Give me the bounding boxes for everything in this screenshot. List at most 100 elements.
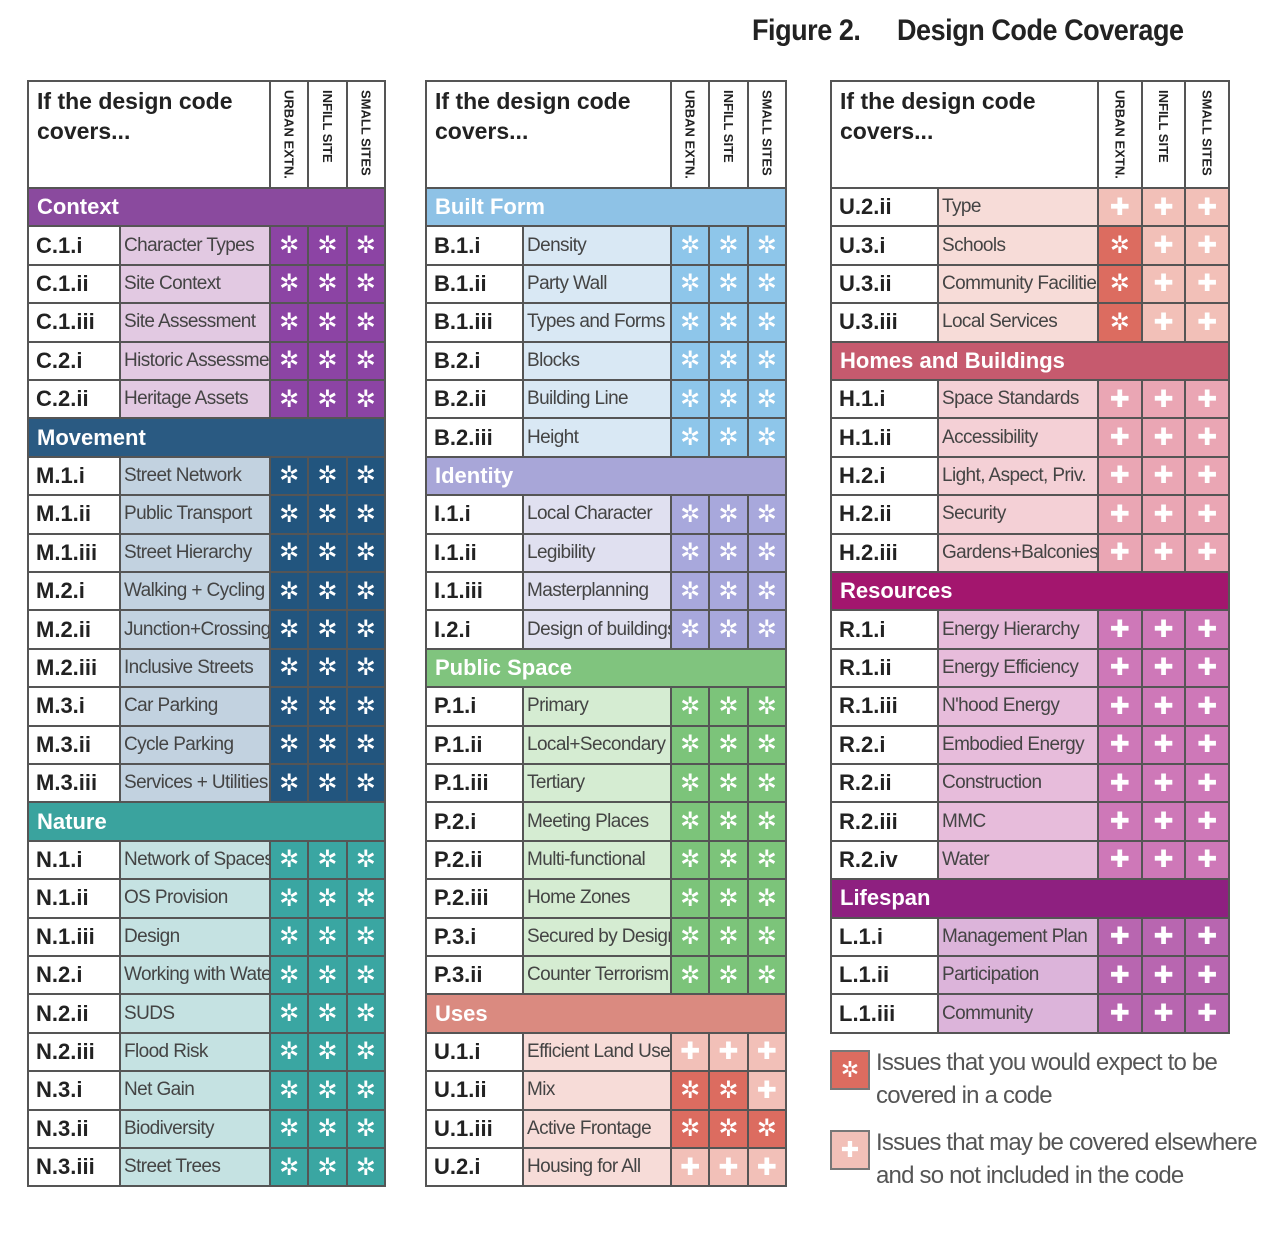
- coverage-mark: ✚: [1097, 993, 1141, 1032]
- coverage-mark: ✚: [1097, 686, 1141, 725]
- coverage-mark: ✚: [1184, 916, 1229, 955]
- coverage-mark: ✲: [269, 647, 308, 687]
- coverage-mark: ✲: [269, 302, 308, 341]
- row-label: Construction: [937, 763, 1097, 802]
- row-label: Multi-functional: [522, 839, 670, 879]
- row-code: U.3.iii: [832, 302, 937, 340]
- coverage-mark: ✚: [746, 1031, 785, 1071]
- row-code: P.1.ii: [427, 724, 522, 763]
- coverage-mark: ✲: [269, 263, 308, 303]
- coverage-mark: ✲: [345, 1031, 384, 1071]
- row-label: Type: [937, 187, 1097, 226]
- legend-swatch: ✚: [830, 1130, 870, 1170]
- row-label: Meeting Places: [522, 801, 670, 840]
- coverage-mark: ✲: [708, 1108, 747, 1147]
- row-code: R.2.iii: [832, 801, 937, 839]
- row-label: Blocks: [522, 340, 670, 379]
- coverage-mark: ✲: [708, 916, 747, 955]
- coverage-mark: ✲: [746, 340, 785, 379]
- row-code: H.2.i: [832, 455, 937, 494]
- row-label: Accessibility: [937, 417, 1097, 456]
- coverage-mark: ✲: [269, 1147, 308, 1186]
- row-code: H.2.iii: [832, 532, 937, 571]
- coverage-mark: ✲: [345, 532, 384, 571]
- coverage-mark: ✲: [345, 1108, 384, 1147]
- row-code: I.1.i: [427, 494, 522, 532]
- coverage-mark: ✲: [345, 686, 384, 725]
- row-label: Security: [937, 494, 1097, 533]
- coverage-mark: ✲: [307, 302, 346, 341]
- coverage-mark: ✲: [345, 916, 384, 955]
- row-code: B.1.i: [427, 225, 522, 263]
- coverage-mark: ✚: [1140, 801, 1185, 840]
- coverage-mark: ✲: [345, 1070, 384, 1109]
- coverage-mark: ✚: [1140, 724, 1185, 763]
- coverage-mark: ✚: [1140, 955, 1185, 994]
- coverage-mark: ✲: [307, 340, 346, 379]
- section-header: Movement: [29, 417, 384, 456]
- coverage-mark: ✲: [746, 263, 785, 303]
- coverage-mark: ✲: [670, 417, 709, 456]
- coverage-mark: ✲: [708, 609, 747, 648]
- coverage-mark: ✲: [269, 724, 308, 763]
- coverage-mark: ✲: [345, 839, 384, 879]
- row-label: Heritage Assets: [119, 379, 269, 418]
- coverage-mark: ✲: [708, 302, 747, 341]
- coverage-mark: ✚: [1184, 263, 1229, 303]
- coverage-mark: ✚: [1140, 302, 1185, 341]
- coverage-mark: ✲: [670, 302, 709, 341]
- row-code: R.1.ii: [832, 647, 937, 686]
- row-label: Management Plan: [937, 916, 1097, 955]
- row-code: N.2.ii: [29, 993, 119, 1031]
- coverage-mark: ✚: [1097, 187, 1141, 226]
- row-code: B.2.iii: [427, 417, 522, 455]
- coverage-mark: ✲: [345, 225, 384, 264]
- row-label: Density: [522, 225, 670, 264]
- row-label: Secured by Design: [522, 916, 670, 955]
- coverage-mark: ✲: [670, 532, 709, 571]
- coverage-mark: ✲: [670, 379, 709, 418]
- coverage-mark: ✲: [345, 993, 384, 1032]
- coverage-mark: ✚: [1097, 724, 1141, 763]
- coverage-mark: ✲: [708, 494, 747, 533]
- coverage-mark: ✚: [1140, 494, 1185, 533]
- row-code: L.1.ii: [832, 955, 937, 993]
- coverage-mark: ✲: [345, 763, 384, 802]
- coverage-mark: ✚: [1097, 801, 1141, 840]
- coverage-mark: ✚: [1140, 225, 1185, 264]
- coverage-mark: ✲: [746, 225, 785, 264]
- coverage-mark: ✲: [670, 609, 709, 648]
- row-label: Home Zones: [522, 878, 670, 917]
- row-code: M.1.i: [29, 455, 119, 494]
- coverage-mark: ✲: [269, 532, 308, 571]
- coverage-mark: ✲: [345, 609, 384, 648]
- row-code: L.1.i: [832, 916, 937, 955]
- coverage-mark: ✲: [670, 686, 709, 725]
- row-label: Working with Water: [119, 955, 269, 994]
- row-label: Schools: [937, 225, 1097, 264]
- row-code: L.1.iii: [832, 993, 937, 1031]
- column-header: SMALL SITES: [345, 82, 384, 187]
- row-label: Housing for All: [522, 1147, 670, 1186]
- coverage-mark: ✲: [269, 993, 308, 1032]
- coverage-mark: ✲: [670, 839, 709, 879]
- row-label: Legibility: [522, 532, 670, 571]
- row-label: Net Gain: [119, 1070, 269, 1109]
- row-label: Types and Forms: [522, 302, 670, 341]
- row-label: Energy Efficiency: [937, 647, 1097, 687]
- legend-swatch: ✲: [830, 1050, 870, 1090]
- row-code: N.1.i: [29, 839, 119, 878]
- coverage-mark: ✲: [708, 263, 747, 303]
- row-label: Tertiary: [522, 763, 670, 802]
- coverage-mark: ✚: [746, 1147, 785, 1186]
- coverage-mark: ✲: [708, 417, 747, 456]
- row-code: P.1.iii: [427, 763, 522, 801]
- coverage-mark: ✲: [670, 763, 709, 802]
- coverage-mark: ✲: [269, 1031, 308, 1071]
- coverage-mark: ✲: [708, 571, 747, 610]
- coverage-mark: ✚: [1097, 955, 1141, 994]
- table-header: If the design code covers...: [435, 88, 631, 144]
- coverage-mark: ✚: [1097, 763, 1141, 802]
- coverage-mark: ✚: [1184, 225, 1229, 264]
- coverage-mark: ✲: [746, 1108, 785, 1147]
